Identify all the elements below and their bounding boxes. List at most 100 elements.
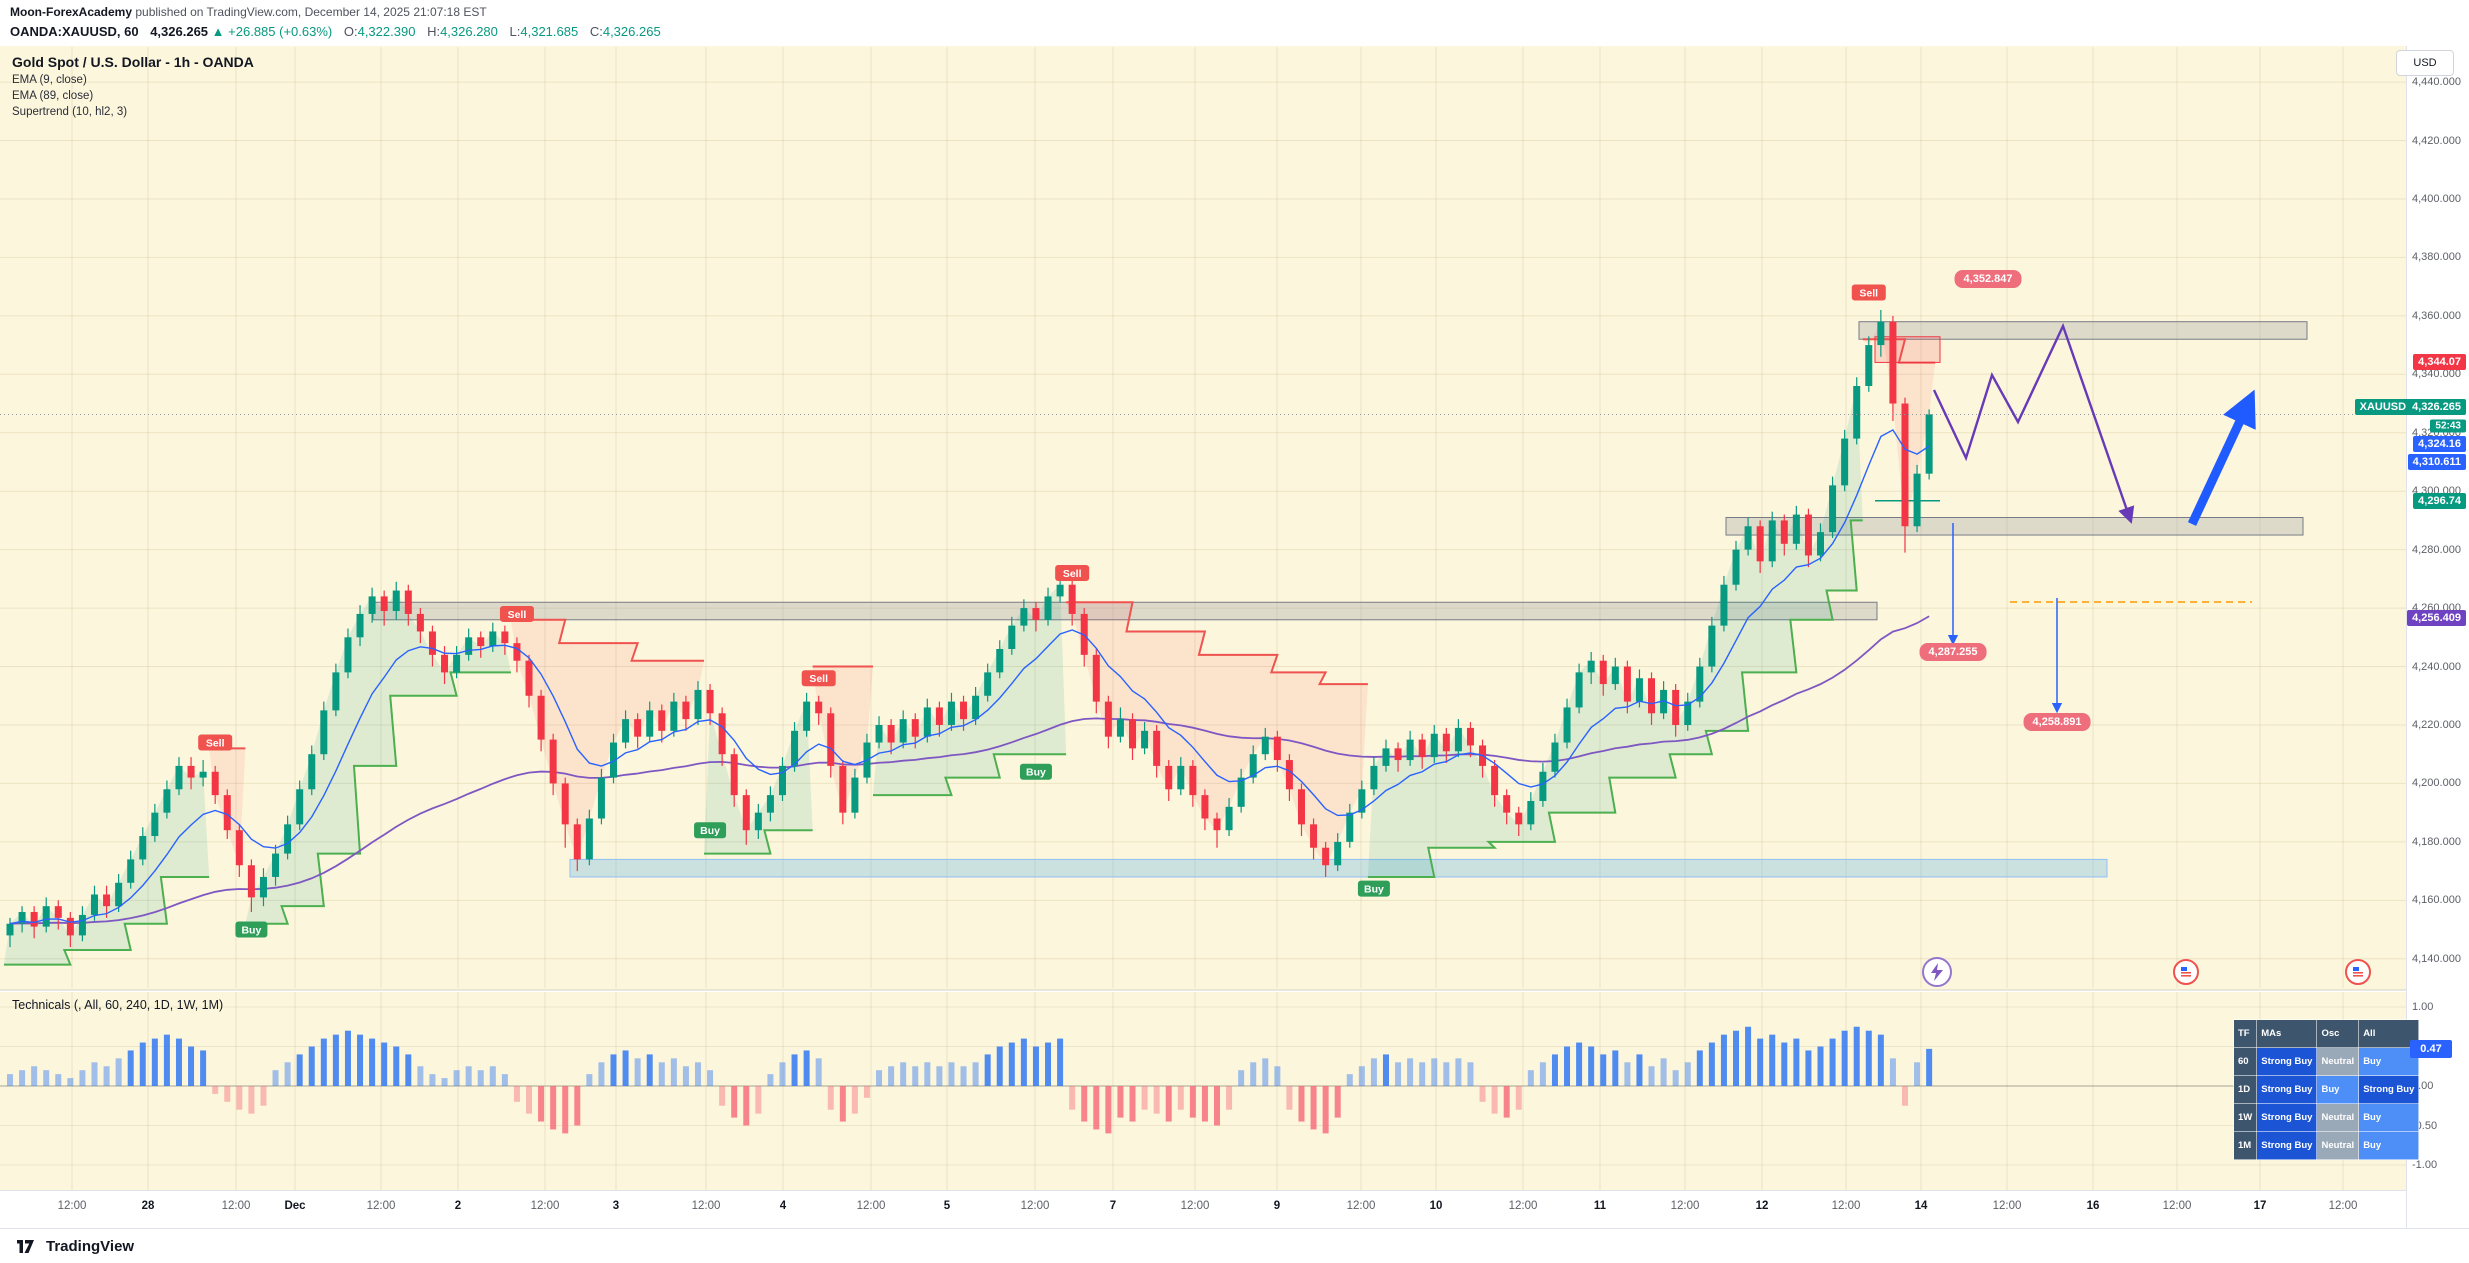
technicals-title[interactable]: Technicals (, All, 60, 240, 1D, 1W, 1M) bbox=[12, 998, 224, 1012]
price-badge: 4,324.16 bbox=[2413, 436, 2466, 452]
indicator-ema9[interactable]: EMA (9, close) bbox=[12, 74, 87, 86]
time-axis-label: 7 bbox=[1109, 1200, 1117, 1212]
price-badge: 4,256.409 bbox=[2407, 610, 2466, 626]
time-axis-label: 12:00 bbox=[691, 1200, 721, 1212]
svg-text:Sell: Sell bbox=[1063, 568, 1082, 580]
svg-text:Sell: Sell bbox=[206, 738, 225, 750]
badge-price: 4,256.409 bbox=[2412, 612, 2461, 624]
ratings-header-row: TF MAs Osc All bbox=[2232, 1019, 2420, 1048]
rating-cell: Neutral bbox=[2316, 1131, 2360, 1160]
technicals-axis-label: -1.00 bbox=[2412, 1159, 2438, 1171]
time-axis[interactable]: 12:00 28 12:00 Dec 12:00 2 12:00 3 12:00 4 12:00 5 1… bbox=[0, 1190, 2406, 1229]
lightning-icon[interactable] bbox=[1922, 957, 1952, 987]
price-axis-label: 4,340.000 bbox=[2412, 368, 2461, 381]
price-axis-label: 4,140.000 bbox=[2412, 952, 2461, 965]
technical-ratings-table[interactable]: TF MAs Osc All 60 Strong Buy Neutral Buy 1D Stro… bbox=[2232, 1019, 2420, 1160]
price-axis-label: 4,420.000 bbox=[2412, 134, 2461, 147]
publish-header: Moon-ForexAcademy published on TradingVi… bbox=[0, 0, 2469, 46]
ratings-row: 60 Strong Buy Neutral Buy bbox=[2232, 1047, 2420, 1076]
svg-text:Sell: Sell bbox=[1859, 287, 1878, 299]
risk-box bbox=[1874, 336, 1941, 363]
ratings-header-cell: MAs bbox=[2256, 1019, 2318, 1048]
author-name[interactable]: Moon-ForexAcademy bbox=[10, 5, 133, 19]
rating-cell: Strong Buy bbox=[2256, 1075, 2318, 1104]
rating-cell: Strong Buy bbox=[2256, 1103, 2318, 1132]
rating-cell: Strong Buy bbox=[2358, 1075, 2420, 1104]
ema-89-line bbox=[9, 615, 1930, 925]
floating-price-label[interactable]: 4,258.891 bbox=[2023, 713, 2091, 731]
ratings-header-cell: Osc bbox=[2316, 1019, 2360, 1048]
rating-cell: Strong Buy bbox=[2256, 1047, 2318, 1076]
time-axis-label: 2 bbox=[454, 1200, 462, 1212]
rating-cell: Neutral bbox=[2316, 1103, 2360, 1132]
rating-cell: Buy bbox=[2358, 1103, 2420, 1132]
time-axis-label: 12:00 bbox=[1346, 1200, 1376, 1212]
time-axis-label: 12:00 bbox=[366, 1200, 396, 1212]
timeframe-cell[interactable]: 60 bbox=[2232, 1047, 2258, 1076]
flag-icon[interactable] bbox=[2345, 959, 2371, 985]
flag-icon[interactable] bbox=[2173, 959, 2199, 985]
badge-price: 4,344.07 bbox=[2418, 356, 2461, 368]
buy-marker: Buy bbox=[694, 822, 727, 839]
tradingview-brand[interactable]: TradingView bbox=[46, 1237, 135, 1255]
ratings-row: 1W Strong Buy Neutral Buy bbox=[2232, 1103, 2420, 1132]
ratings-row: 1M Strong Buy Neutral Buy bbox=[2232, 1131, 2420, 1160]
time-axis-label: 16 bbox=[2086, 1200, 2100, 1212]
price-axis-label: 4,200.000 bbox=[2412, 777, 2461, 790]
floating-price-label[interactable]: 4,287.255 bbox=[1919, 643, 1987, 661]
svg-text:Buy: Buy bbox=[700, 825, 720, 837]
footer-bar: TradingView bbox=[0, 1228, 2469, 1263]
ratings-header-cell: TF bbox=[2232, 1019, 2258, 1048]
svg-text:Sell: Sell bbox=[508, 609, 527, 621]
symbol-header: OANDA:XAUUSD, 60 4,326.265 ▲ +26.885 (+0… bbox=[10, 24, 661, 39]
time-axis-label: 4 bbox=[779, 1200, 787, 1212]
price-badge: 52:43 bbox=[2430, 419, 2466, 433]
time-axis-label: 12:00 bbox=[1020, 1200, 1050, 1212]
time-axis-label: 17 bbox=[2253, 1200, 2267, 1212]
tradingview-logo-icon[interactable] bbox=[12, 1233, 38, 1259]
buy-marker: Buy bbox=[1357, 880, 1390, 897]
time-axis-label: 12:00 bbox=[1180, 1200, 1210, 1212]
sell-marker: Sell bbox=[1055, 565, 1090, 582]
zigzag-projection bbox=[1932, 322, 2135, 524]
price-axis-label: 4,280.000 bbox=[2412, 543, 2461, 556]
sell-marker: Sell bbox=[499, 605, 534, 622]
rating-cell: Buy bbox=[2358, 1047, 2420, 1076]
publish-info: Moon-ForexAcademy published on TradingVi… bbox=[10, 5, 487, 19]
badge-price: 4,324.16 bbox=[2418, 438, 2461, 450]
timeframe-cell[interactable]: 1D bbox=[2232, 1075, 2258, 1104]
time-axis-label: 5 bbox=[943, 1200, 951, 1212]
candlestick-series bbox=[6, 310, 1933, 948]
svg-text:Sell: Sell bbox=[809, 673, 828, 685]
rating-cell: Buy bbox=[2316, 1075, 2360, 1104]
symbol-tag: XAUUSD bbox=[2359, 401, 2407, 413]
price-axis-label: 4,160.000 bbox=[2412, 894, 2461, 907]
time-axis-label: 14 bbox=[1914, 1200, 1928, 1212]
close-label: C: bbox=[589, 24, 603, 39]
close-value: 4,326.265 bbox=[602, 24, 661, 39]
technicals-histogram bbox=[0, 1026, 2406, 1134]
bullish-arrow bbox=[2187, 389, 2256, 526]
rating-cell: Neutral bbox=[2316, 1047, 2360, 1076]
currency-button[interactable]: USD bbox=[2396, 50, 2454, 76]
chart-title[interactable]: Gold Spot / U.S. Dollar - 1h - OANDA bbox=[12, 54, 254, 70]
high-value: 4,326.280 bbox=[440, 24, 498, 39]
timeframe-cell[interactable]: 1W bbox=[2232, 1103, 2258, 1132]
timeframe-cell[interactable]: 1M bbox=[2232, 1131, 2258, 1160]
price-axis-label: 4,240.000 bbox=[2412, 660, 2461, 673]
rating-cell: Strong Buy bbox=[2256, 1131, 2318, 1160]
price-axis-label: 4,440.000 bbox=[2412, 76, 2461, 89]
time-axis-label: 11 bbox=[1593, 1200, 1607, 1212]
floating-price-label[interactable]: 4,352.847 bbox=[1954, 270, 2022, 288]
time-axis-label: 12:00 bbox=[1508, 1200, 1538, 1212]
symbol-name[interactable]: OANDA:XAUUSD, 60 bbox=[10, 24, 139, 39]
chart-legend: Gold Spot / U.S. Dollar - 1h - OANDA EMA… bbox=[12, 54, 254, 118]
price-axis-label: 4,360.000 bbox=[2412, 309, 2461, 322]
sell-marker: Sell bbox=[198, 734, 233, 751]
signal-markers: Sell Buy Sell Buy Sell Buy Sell Buy Sell bbox=[198, 284, 1886, 938]
time-axis-label: 12:00 bbox=[221, 1200, 251, 1212]
user-drawings[interactable] bbox=[1932, 322, 2256, 714]
indicator-supertrend[interactable]: Supertrend (10, hl2, 3) bbox=[12, 106, 128, 118]
indicator-ema89[interactable]: EMA (89, close) bbox=[12, 90, 94, 102]
